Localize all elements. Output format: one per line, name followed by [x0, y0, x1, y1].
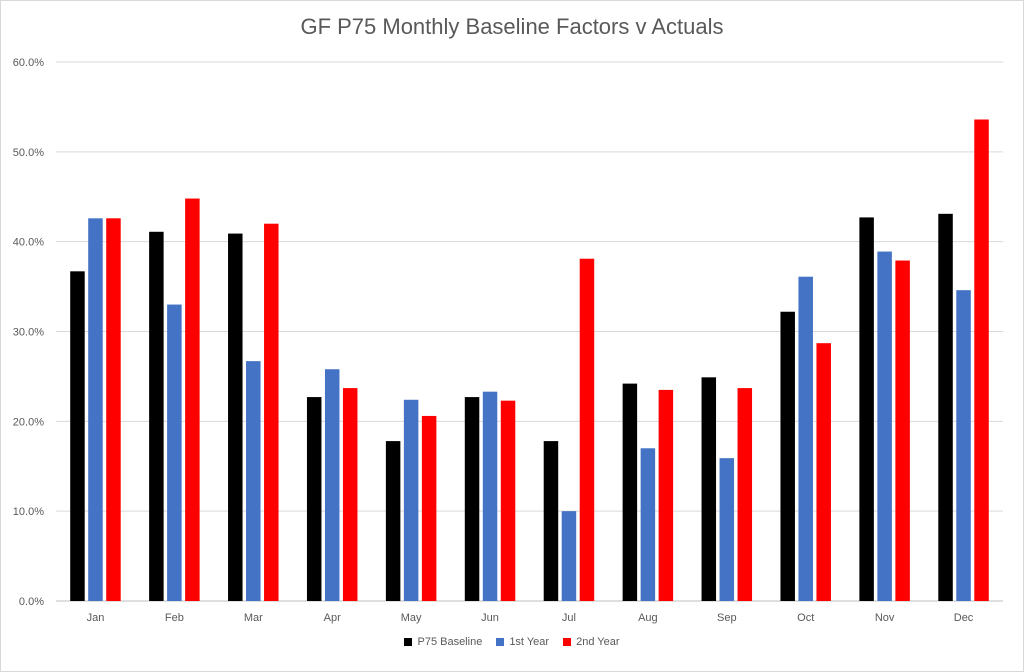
- x-tick-label: Oct: [797, 612, 814, 624]
- bar-1st-year-may: [403, 399, 419, 601]
- bar-2nd-year-jul: [579, 258, 595, 601]
- bar-p75-baseline-oct: [780, 311, 795, 601]
- x-tick-label: Sep: [717, 612, 737, 624]
- bar-1st-year-jan: [88, 218, 103, 601]
- bar-2nd-year-jan: [106, 218, 121, 601]
- bar-1st-year-jun: [482, 391, 498, 601]
- y-tick-label: 30.0%: [13, 327, 44, 339]
- bar-1st-year-aug: [640, 448, 656, 601]
- bar-p75-baseline-dec: [938, 213, 953, 601]
- legend-item: 1st Year: [496, 636, 549, 648]
- chart-title: GF P75 Monthly Baseline Factors v Actual…: [300, 14, 724, 39]
- bar-p75-baseline-jul: [543, 441, 559, 601]
- legend-item: P75 Baseline: [404, 636, 482, 648]
- bar-p75-baseline-jan: [70, 271, 85, 601]
- bar-p75-baseline-mar: [228, 233, 243, 601]
- bar-2nd-year-may: [421, 415, 437, 601]
- legend-label: 2nd Year: [576, 636, 620, 648]
- bar-p75-baseline-aug: [622, 383, 638, 601]
- x-tick-label: Jul: [562, 612, 576, 624]
- y-tick-label: 50.0%: [13, 147, 44, 159]
- bar-p75-baseline-jun: [464, 397, 480, 601]
- legend-swatch: [404, 638, 413, 646]
- bar-2nd-year-dec: [974, 119, 989, 601]
- bar-2nd-year-mar: [264, 223, 279, 601]
- bar-1st-year-dec: [956, 290, 971, 601]
- bar-1st-year-jul: [561, 511, 577, 601]
- bar-2nd-year-nov: [895, 260, 910, 601]
- bar-p75-baseline-sep: [701, 377, 717, 601]
- bar-2nd-year-jun: [500, 400, 516, 601]
- bar-1st-year-mar: [246, 361, 261, 601]
- y-tick-label: 60.0%: [13, 57, 44, 69]
- bar-2nd-year-feb: [185, 198, 200, 601]
- x-tick-label: Aug: [638, 612, 658, 624]
- bar-p75-baseline-apr: [306, 397, 322, 601]
- x-tick-label: Jun: [481, 612, 499, 624]
- legend-item: 2nd Year: [563, 636, 620, 648]
- bar-1st-year-feb: [167, 304, 182, 601]
- bar-1st-year-apr: [324, 369, 340, 601]
- legend-swatch: [496, 638, 505, 646]
- y-tick-label: 0.0%: [19, 596, 44, 608]
- x-tick-label: Feb: [165, 612, 184, 624]
- x-tick-label: Nov: [875, 612, 895, 624]
- x-tick-label: Jan: [87, 612, 105, 624]
- bar-p75-baseline-nov: [859, 217, 874, 601]
- legend-label: 1st Year: [509, 636, 550, 648]
- y-tick-label: 20.0%: [13, 416, 44, 428]
- bar-2nd-year-sep: [737, 388, 753, 601]
- bar-1st-year-oct: [798, 276, 813, 601]
- bar-2nd-year-aug: [658, 389, 674, 601]
- x-tick-label: May: [401, 612, 422, 624]
- legend-swatch: [563, 638, 572, 646]
- x-tick-label: Mar: [244, 612, 263, 624]
- bar-p75-baseline-feb: [149, 231, 164, 601]
- bar-2nd-year-apr: [342, 388, 358, 601]
- y-tick-label: 40.0%: [13, 237, 44, 249]
- chart-legend: P75 Baseline 1st Year 2nd Year: [0, 636, 1024, 648]
- y-tick-label: 10.0%: [13, 506, 44, 518]
- bar-1st-year-sep: [719, 458, 735, 601]
- legend-label: P75 Baseline: [417, 636, 483, 648]
- bar-1st-year-nov: [877, 251, 892, 601]
- x-tick-label: Dec: [954, 612, 974, 624]
- x-tick-label: Apr: [324, 612, 341, 624]
- bar-p75-baseline-may: [385, 441, 401, 601]
- bar-2nd-year-oct: [816, 343, 831, 601]
